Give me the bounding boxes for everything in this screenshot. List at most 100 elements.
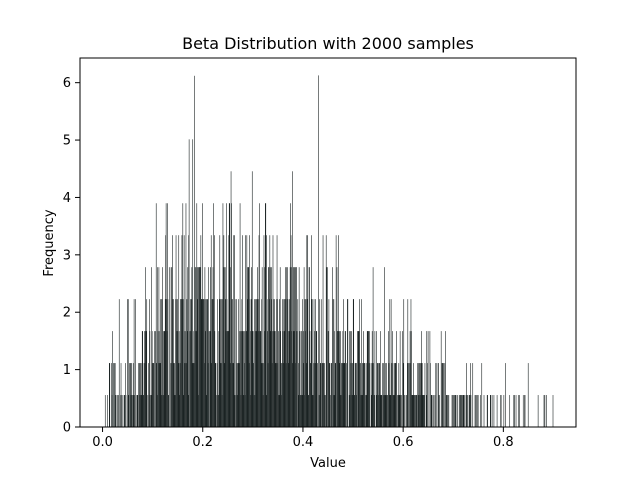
histogram-bar bbox=[354, 395, 355, 427]
histogram-bar bbox=[426, 331, 428, 427]
histogram-bar bbox=[219, 363, 221, 427]
histogram-bar bbox=[164, 331, 165, 427]
histogram-bar bbox=[140, 395, 142, 427]
histogram-bar bbox=[194, 75, 195, 428]
histogram-bar bbox=[166, 299, 167, 427]
histogram-bar bbox=[311, 299, 313, 427]
histogram-bar bbox=[403, 299, 405, 427]
histogram-bar bbox=[376, 331, 377, 427]
histogram-bar bbox=[254, 395, 256, 427]
histogram-bar bbox=[448, 395, 450, 427]
histogram-bar bbox=[465, 395, 467, 427]
histogram-bar bbox=[360, 363, 361, 427]
histogram-bar bbox=[153, 363, 154, 427]
histogram-bar bbox=[493, 395, 495, 427]
histogram-bar bbox=[338, 363, 340, 427]
histogram-bar bbox=[445, 395, 447, 427]
histogram-bar bbox=[310, 363, 312, 427]
histogram-bar bbox=[491, 395, 493, 427]
histogram-bar bbox=[363, 363, 365, 427]
histogram-bar bbox=[490, 395, 492, 427]
histogram-bar bbox=[144, 363, 146, 427]
histogram-bar bbox=[439, 395, 440, 427]
histogram-bar bbox=[425, 395, 427, 427]
histogram-bar bbox=[353, 395, 355, 427]
histogram-bar bbox=[378, 395, 380, 427]
histogram-bar bbox=[212, 299, 213, 427]
histogram-bar bbox=[306, 363, 307, 427]
histogram-bar bbox=[218, 395, 219, 427]
histogram-bar bbox=[260, 331, 262, 427]
histogram-bar bbox=[413, 395, 415, 427]
histogram-bar bbox=[300, 331, 302, 427]
histogram-bar bbox=[222, 203, 224, 427]
histogram-bar bbox=[252, 331, 253, 427]
histogram-bar bbox=[354, 363, 356, 427]
histogram-bar bbox=[199, 267, 200, 427]
histogram-bar bbox=[242, 395, 244, 427]
histogram-bar bbox=[363, 331, 364, 427]
histogram-bar bbox=[372, 267, 374, 427]
histogram-bar bbox=[211, 299, 213, 427]
histogram-bar bbox=[185, 203, 187, 427]
histogram-bar bbox=[172, 299, 174, 427]
histogram-bar bbox=[127, 299, 128, 427]
histogram-bar bbox=[220, 363, 222, 427]
histogram-bar bbox=[393, 363, 395, 427]
histogram-bar bbox=[182, 299, 184, 427]
histogram-bar bbox=[396, 331, 397, 427]
histogram-bar bbox=[417, 395, 419, 427]
histogram-bar bbox=[130, 363, 132, 427]
histogram-bar bbox=[223, 235, 225, 427]
histogram-bar bbox=[414, 395, 415, 427]
histogram-bar bbox=[171, 363, 172, 427]
histogram-bar bbox=[410, 299, 412, 427]
histogram-bar bbox=[311, 235, 312, 427]
histogram-bar bbox=[459, 395, 461, 427]
histogram-bar bbox=[205, 331, 207, 427]
histogram-bar bbox=[223, 267, 225, 427]
histogram-bar bbox=[267, 331, 268, 427]
histogram-bar bbox=[339, 331, 341, 427]
histogram-bar bbox=[517, 395, 519, 427]
histogram-bar bbox=[455, 395, 457, 427]
histogram-bar bbox=[136, 395, 138, 427]
histogram-bar bbox=[234, 299, 236, 427]
histogram-bar bbox=[334, 363, 336, 427]
histogram-bar bbox=[197, 267, 199, 427]
histogram-bar bbox=[212, 267, 214, 427]
histogram-bar bbox=[552, 395, 554, 427]
histogram-bar bbox=[368, 331, 369, 427]
histogram-bar bbox=[340, 331, 341, 427]
histogram-bar bbox=[259, 203, 260, 427]
histogram-bar bbox=[145, 331, 147, 427]
histogram-bar bbox=[146, 299, 148, 427]
histogram-bar bbox=[144, 331, 145, 427]
histogram-bar bbox=[227, 331, 228, 427]
histogram-bar bbox=[410, 363, 411, 427]
histogram-bar bbox=[496, 395, 498, 427]
histogram-bar bbox=[159, 331, 160, 427]
histogram-bar bbox=[195, 267, 197, 427]
histogram-bar bbox=[418, 395, 420, 427]
histogram-bar bbox=[424, 363, 426, 427]
histogram-bar bbox=[230, 171, 232, 427]
histogram-bar bbox=[225, 331, 227, 427]
histogram-bar bbox=[170, 363, 171, 427]
histogram-bar bbox=[203, 299, 204, 427]
histogram-bars bbox=[104, 75, 554, 428]
histogram-bar bbox=[435, 363, 437, 427]
histogram-bar bbox=[385, 395, 387, 427]
histogram-bar bbox=[113, 363, 114, 427]
histogram-bar bbox=[286, 267, 287, 427]
histogram-bar bbox=[430, 363, 431, 427]
histogram-bar bbox=[283, 299, 285, 427]
histogram-bar bbox=[322, 363, 323, 427]
histogram-bar bbox=[152, 363, 153, 427]
histogram-bar bbox=[288, 331, 290, 427]
histogram-bar bbox=[380, 331, 381, 427]
histogram-bar bbox=[277, 363, 279, 427]
histogram-bar bbox=[114, 363, 116, 427]
histogram-bar bbox=[207, 299, 208, 427]
histogram-bar bbox=[219, 299, 220, 427]
